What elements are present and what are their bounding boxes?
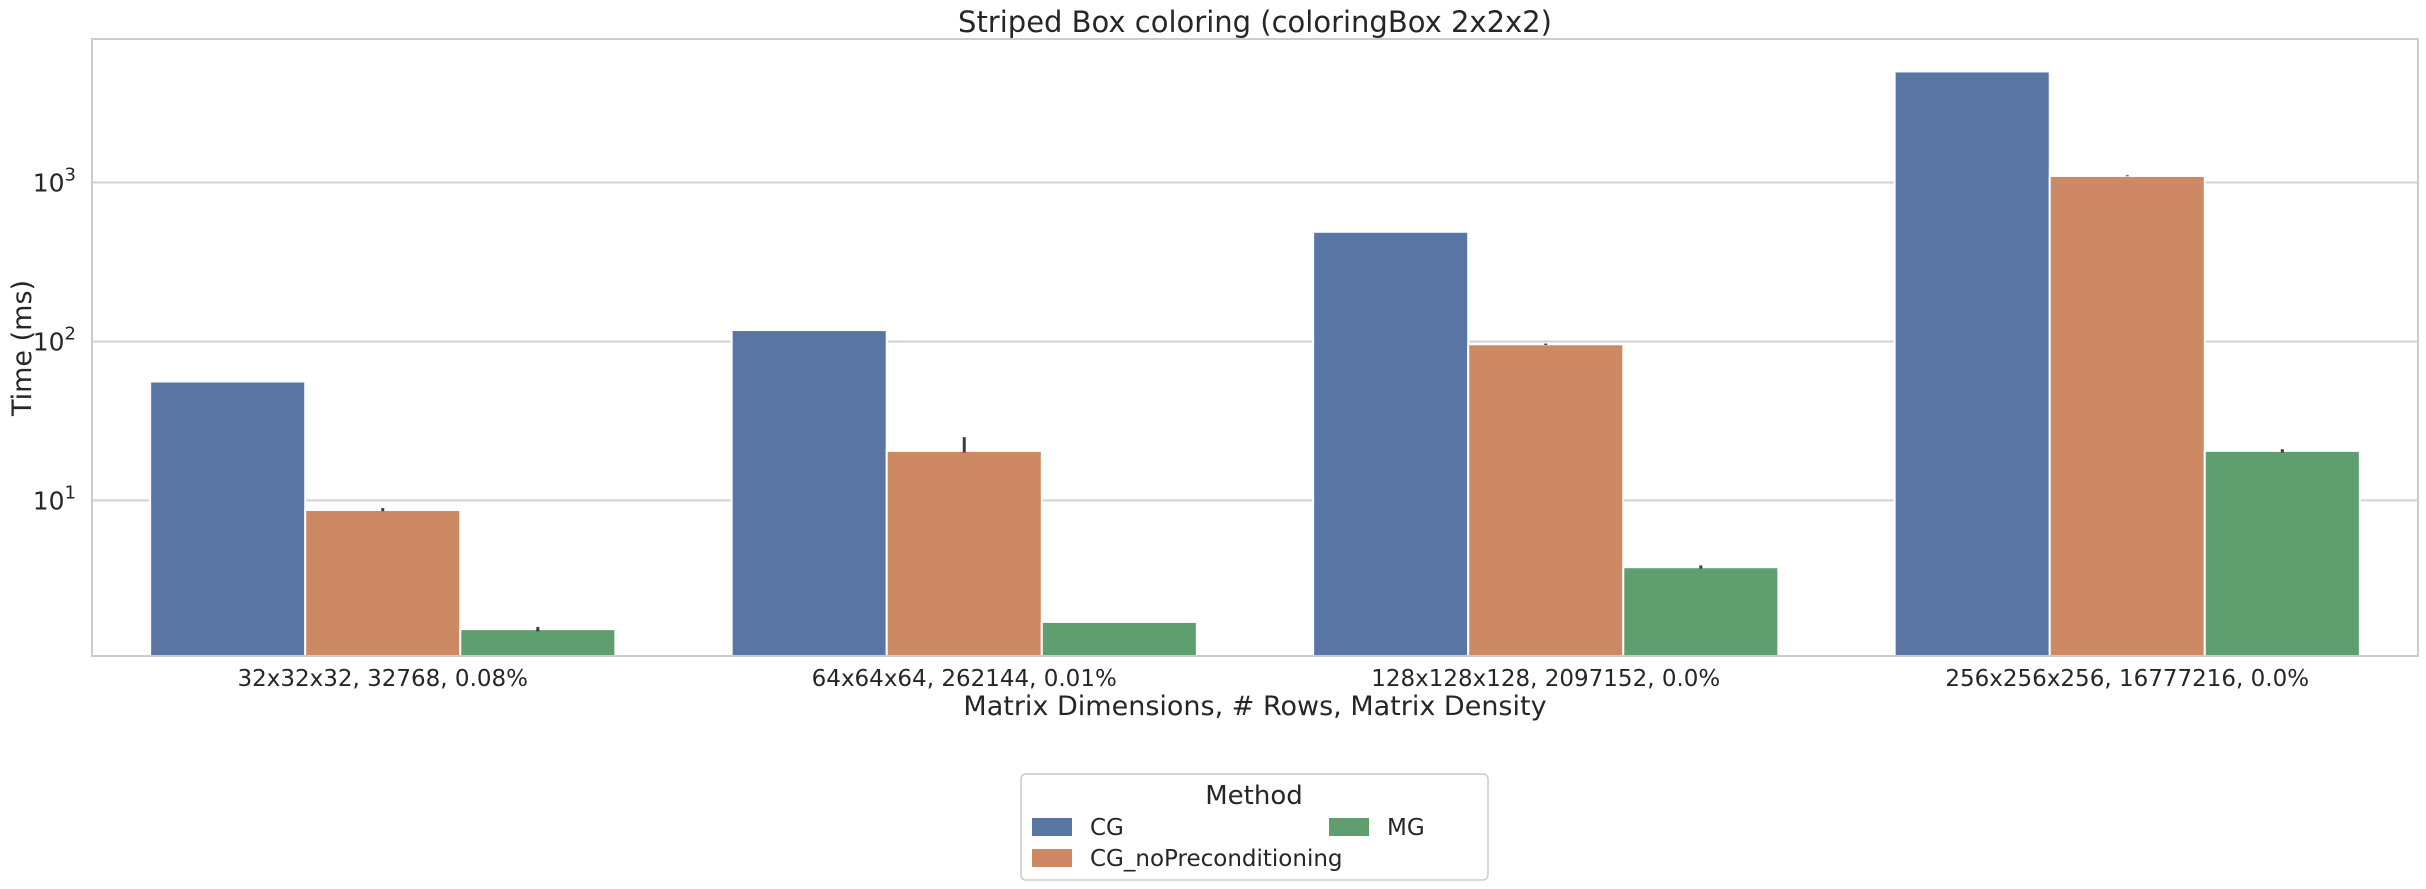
y-tick-label: 103 xyxy=(33,165,76,198)
legend-frame xyxy=(1020,773,1489,881)
legend-swatch-CG_noPreconditioning xyxy=(1032,849,1072,867)
y-tick-base: 10 xyxy=(33,169,65,198)
bar-MG-2 xyxy=(1622,566,1780,657)
legend: Method CG CG_noPreconditioning MG xyxy=(1020,773,1489,881)
bar-MG-0 xyxy=(459,628,617,657)
y-tick-exponent: 3 xyxy=(65,165,76,186)
legend-label-CG: CG xyxy=(1090,815,1124,841)
y-tick-exponent: 1 xyxy=(65,482,76,503)
bar-layer xyxy=(149,70,2361,658)
legend-swatch-MG xyxy=(1329,818,1369,836)
y-tick-base: 10 xyxy=(33,486,65,515)
legend-label-CG_noPreconditioning: CG_noPreconditioning xyxy=(1090,846,1343,872)
chart-title: Striped Box coloring (coloringBox 2x2x2) xyxy=(958,5,1552,39)
bar-CG-0 xyxy=(149,380,307,657)
y-tick-label: 102 xyxy=(33,323,76,356)
x-axis-label: Matrix Dimensions, # Rows, Matrix Densit… xyxy=(963,691,1546,722)
bar-CG_noPreconditioning-2 xyxy=(1467,343,1625,657)
bar-CG-2 xyxy=(1312,230,1470,657)
bar-CG-1 xyxy=(730,329,888,657)
x-tick-label: 32x32x32, 32768, 0.08% xyxy=(238,666,529,692)
x-tick-labels: 32x32x32, 32768, 0.08% 64x64x64, 262144, … xyxy=(238,666,2310,692)
y-tick-base: 10 xyxy=(33,327,65,356)
bar-CG_noPreconditioning-0 xyxy=(304,509,462,658)
legend-swatch-CG xyxy=(1032,818,1072,836)
legend-label-MG: MG xyxy=(1387,815,1425,841)
x-tick-label: 128x128x128, 2097152, 0.0% xyxy=(1371,666,1720,692)
error-bar-layer xyxy=(381,175,2284,632)
y-tick-label: 101 xyxy=(33,482,76,515)
x-tick-label: 256x256x256, 16777216, 0.0% xyxy=(1945,666,2309,692)
bar-MG-3 xyxy=(2203,449,2361,657)
x-tick-label: 64x64x64, 262144, 0.01% xyxy=(812,666,1117,692)
plot-frame xyxy=(91,38,2419,657)
y-axis-label: Time (ms) xyxy=(7,280,38,417)
bar-CG_noPreconditioning-1 xyxy=(885,449,1043,657)
legend-items: CG CG_noPreconditioning MG xyxy=(1032,815,1425,872)
bar-CG_noPreconditioning-3 xyxy=(2048,174,2206,657)
bar-CG-3 xyxy=(1893,70,2051,657)
legend-title: Method xyxy=(1205,781,1303,811)
bar-MG-1 xyxy=(1040,620,1198,658)
y-tick-exponent: 2 xyxy=(65,323,76,344)
